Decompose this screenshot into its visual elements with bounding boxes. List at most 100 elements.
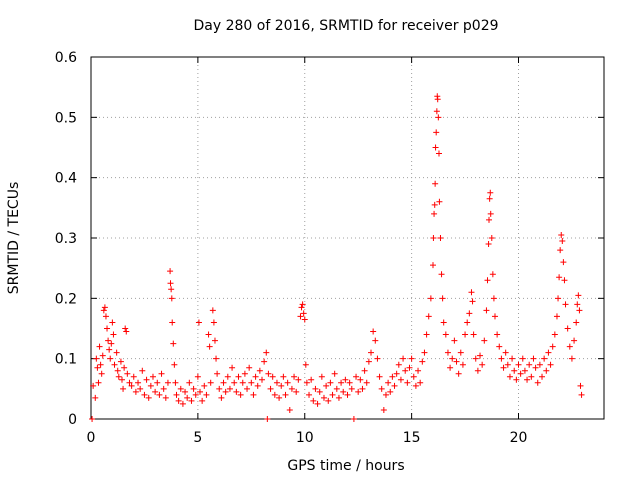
- data-point: [316, 388, 323, 395]
- data-point: [323, 382, 330, 389]
- data-point: [299, 301, 306, 308]
- data-point: [303, 379, 310, 386]
- axis-ticks: [90, 56, 604, 420]
- data-point: [93, 355, 100, 362]
- data-point: [194, 373, 201, 380]
- data-point: [577, 382, 584, 389]
- data-point: [113, 349, 120, 356]
- data-point: [459, 361, 466, 368]
- data-point: [368, 349, 375, 356]
- data-point: [498, 355, 505, 362]
- data-point: [365, 358, 372, 365]
- data-point: [100, 307, 107, 314]
- data-point: [432, 144, 439, 151]
- data-point: [485, 241, 492, 248]
- data-point: [466, 310, 473, 317]
- data-point: [449, 355, 456, 362]
- data-point: [102, 313, 109, 320]
- data-point: [483, 307, 490, 314]
- data-point: [237, 391, 244, 398]
- data-point: [264, 416, 271, 422]
- data-point: [97, 361, 104, 368]
- data-point: [487, 210, 494, 217]
- data-point: [555, 295, 562, 302]
- data-point: [541, 355, 548, 362]
- data-point: [575, 292, 582, 299]
- data-point: [412, 382, 419, 389]
- data-point: [107, 355, 114, 362]
- y-tick-label: 0.1: [55, 352, 77, 368]
- data-point: [468, 289, 475, 296]
- data-point: [182, 388, 189, 395]
- data-point: [310, 397, 317, 404]
- data-point: [99, 352, 106, 359]
- data-point: [500, 364, 507, 371]
- grid: [91, 57, 604, 419]
- data-point: [241, 370, 248, 377]
- data-point: [534, 379, 541, 386]
- data-points: [89, 93, 585, 422]
- data-point: [156, 391, 163, 398]
- data-point: [559, 238, 566, 245]
- data-point: [434, 96, 441, 103]
- data-point: [199, 397, 206, 404]
- data-point: [98, 370, 105, 377]
- data-point: [188, 397, 195, 404]
- data-point: [474, 367, 481, 374]
- data-point: [348, 385, 355, 392]
- data-point: [484, 277, 491, 284]
- data-point: [123, 328, 130, 335]
- data-point: [374, 355, 381, 362]
- data-point: [417, 379, 424, 386]
- data-point: [295, 376, 302, 383]
- data-point: [539, 373, 546, 380]
- data-point: [551, 331, 558, 338]
- data-point: [435, 114, 442, 121]
- data-point: [331, 370, 338, 377]
- data-point: [571, 337, 578, 344]
- data-point: [431, 210, 438, 217]
- data-point: [359, 385, 366, 392]
- data-point: [190, 385, 197, 392]
- data-point: [564, 325, 571, 332]
- data-point: [291, 373, 298, 380]
- data-point: [489, 271, 496, 278]
- data-point: [457, 349, 464, 356]
- data-point: [214, 370, 221, 377]
- y-tick-label: 0.3: [55, 231, 77, 247]
- data-point: [447, 364, 454, 371]
- data-point: [490, 295, 497, 302]
- data-point: [267, 385, 274, 392]
- data-point: [101, 304, 108, 311]
- data-point: [543, 367, 550, 374]
- data-point: [433, 129, 440, 136]
- data-point: [406, 364, 413, 371]
- data-point: [244, 385, 251, 392]
- data-point: [455, 370, 462, 377]
- data-point: [481, 337, 488, 344]
- data-point: [158, 370, 165, 377]
- data-point: [524, 376, 531, 383]
- data-point: [124, 370, 131, 377]
- data-point: [301, 316, 308, 323]
- data-point: [346, 379, 353, 386]
- data-point: [427, 295, 434, 302]
- data-point: [256, 367, 263, 374]
- data-point: [96, 343, 103, 350]
- data-point: [271, 391, 278, 398]
- data-point: [239, 379, 246, 386]
- data-point: [175, 397, 182, 404]
- data-point: [132, 388, 139, 395]
- data-point: [269, 373, 276, 380]
- data-point: [408, 355, 415, 362]
- data-point: [536, 361, 543, 368]
- data-point: [297, 313, 304, 320]
- data-point: [320, 394, 327, 401]
- data-point: [502, 349, 509, 356]
- data-point: [293, 388, 300, 395]
- data-point: [545, 349, 552, 356]
- data-point: [115, 373, 122, 380]
- data-point: [442, 331, 449, 338]
- data-point: [432, 180, 439, 187]
- y-axis-label: SRMTID / TECUs: [6, 182, 22, 295]
